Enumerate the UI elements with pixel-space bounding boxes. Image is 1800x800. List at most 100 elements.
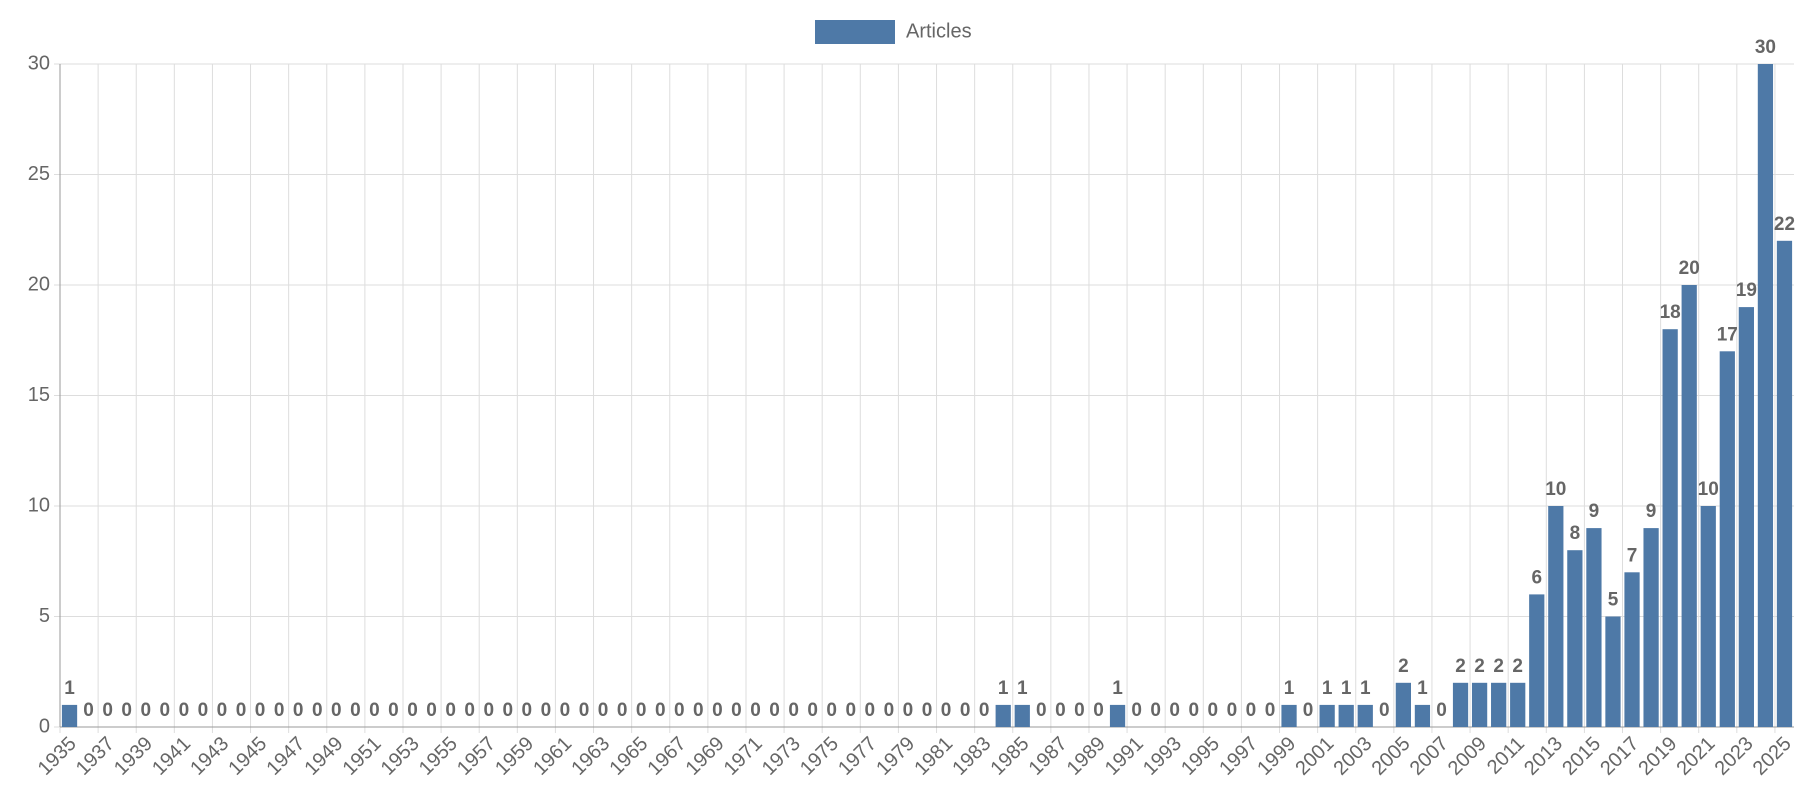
data-label: 0: [312, 700, 323, 721]
bar: [1510, 682, 1526, 727]
legend-label: Articles: [906, 20, 972, 42]
data-label: 10: [1545, 479, 1566, 500]
bar: [1452, 682, 1469, 727]
data-label: 0: [845, 700, 856, 721]
x-tick-label: 2009: [1444, 733, 1491, 780]
data-label: 0: [1036, 700, 1047, 721]
x-tick-label: 2015: [1558, 733, 1605, 780]
x-tick-label: 2021: [1673, 733, 1720, 780]
x-tick-label: 2017: [1596, 733, 1643, 780]
bar: [1586, 528, 1602, 727]
bar: [1414, 704, 1431, 727]
data-label: 10: [1698, 479, 1719, 500]
data-label: 0: [445, 700, 456, 721]
x-tick-label: 1991: [1101, 733, 1148, 780]
x-tick-label: 2007: [1406, 733, 1453, 780]
x-tick-label: 1969: [682, 733, 729, 780]
data-label: 0: [731, 700, 742, 721]
data-label: 0: [255, 700, 266, 721]
x-tick-label: 1967: [644, 733, 691, 780]
data-label: 6: [1531, 567, 1542, 588]
data-label: 0: [140, 700, 151, 721]
data-label: 1: [64, 678, 75, 699]
x-tick-label: 1997: [1215, 733, 1262, 780]
data-label: 0: [179, 700, 190, 721]
x-tick-label: 1981: [910, 733, 957, 780]
data-label: 1: [1322, 678, 1333, 699]
y-tick-label: 10: [28, 494, 50, 516]
bar: [1738, 307, 1754, 727]
x-tick-label: 2001: [1291, 733, 1338, 780]
data-label: 0: [1303, 700, 1314, 721]
x-tick-label: 2023: [1711, 733, 1758, 780]
x-tick-label: 1935: [34, 733, 81, 780]
x-tick-label: 2005: [1368, 733, 1415, 780]
x-tick-label: 1941: [148, 733, 195, 780]
data-label: 22: [1774, 214, 1795, 235]
x-tick-label: 1955: [415, 733, 462, 780]
bar: [1605, 616, 1621, 727]
x-tick-label: 1961: [529, 733, 576, 780]
data-label: 0: [503, 700, 514, 721]
data-label: 0: [560, 700, 571, 721]
x-tick-label: 2013: [1520, 733, 1567, 780]
x-tick-label: 1945: [224, 733, 271, 780]
x-tick-label: 1985: [987, 733, 1034, 780]
bar: [1700, 506, 1716, 727]
data-label: 0: [865, 700, 876, 721]
bar: [61, 704, 78, 727]
x-tick-label: 1953: [377, 733, 424, 780]
data-label: 1: [998, 678, 1009, 699]
x-tick-label: 2019: [1634, 733, 1681, 780]
bar: [1471, 682, 1488, 727]
x-tick-label: 1971: [720, 733, 767, 780]
x-tick-label: 1947: [262, 733, 309, 780]
y-tick-label: 0: [39, 715, 50, 737]
data-label: 0: [407, 700, 418, 721]
bar: [1319, 704, 1335, 727]
data-label: 0: [236, 700, 247, 721]
x-tick-label: 1957: [453, 733, 500, 780]
x-tick-label: 1995: [1177, 733, 1224, 780]
bar: [1014, 704, 1030, 727]
data-label: 0: [369, 700, 380, 721]
data-label: 0: [960, 700, 971, 721]
x-tick-label: 1975: [796, 733, 843, 780]
data-label: 0: [579, 700, 590, 721]
bar: [1357, 704, 1373, 727]
x-tick-label: 1939: [110, 733, 157, 780]
bar: [1757, 64, 1774, 727]
data-label: 0: [464, 700, 475, 721]
data-label: 1: [1341, 678, 1352, 699]
bar: [1624, 572, 1640, 727]
data-label: 0: [598, 700, 609, 721]
data-label: 0: [1093, 700, 1104, 721]
data-label: 0: [1227, 700, 1238, 721]
y-tick-label: 5: [39, 605, 50, 627]
data-label: 2: [1398, 656, 1409, 677]
data-label: 0: [1169, 700, 1180, 721]
data-label: 0: [1436, 700, 1447, 721]
data-label: 1: [1017, 678, 1028, 699]
data-label: 0: [674, 700, 685, 721]
bar: [1548, 506, 1564, 727]
x-tick-label: 1999: [1253, 733, 1300, 780]
data-label: 0: [826, 700, 837, 721]
x-tick-label: 1979: [872, 733, 919, 780]
data-label: 0: [1055, 700, 1066, 721]
y-tick-label: 25: [28, 163, 50, 185]
bar: [1643, 528, 1659, 727]
data-label: 0: [331, 700, 342, 721]
data-label: 0: [922, 700, 933, 721]
data-label: 0: [941, 700, 952, 721]
data-label: 18: [1660, 302, 1681, 323]
data-label: 0: [121, 700, 132, 721]
data-label: 1: [1417, 678, 1428, 699]
data-label: 0: [1246, 700, 1257, 721]
data-label: 9: [1589, 501, 1600, 522]
data-label: 2: [1455, 656, 1466, 677]
x-tick-label: 1949: [301, 733, 348, 780]
x-tick-label: 1937: [72, 733, 119, 780]
data-label: 2: [1493, 656, 1504, 677]
data-label: 0: [198, 700, 209, 721]
